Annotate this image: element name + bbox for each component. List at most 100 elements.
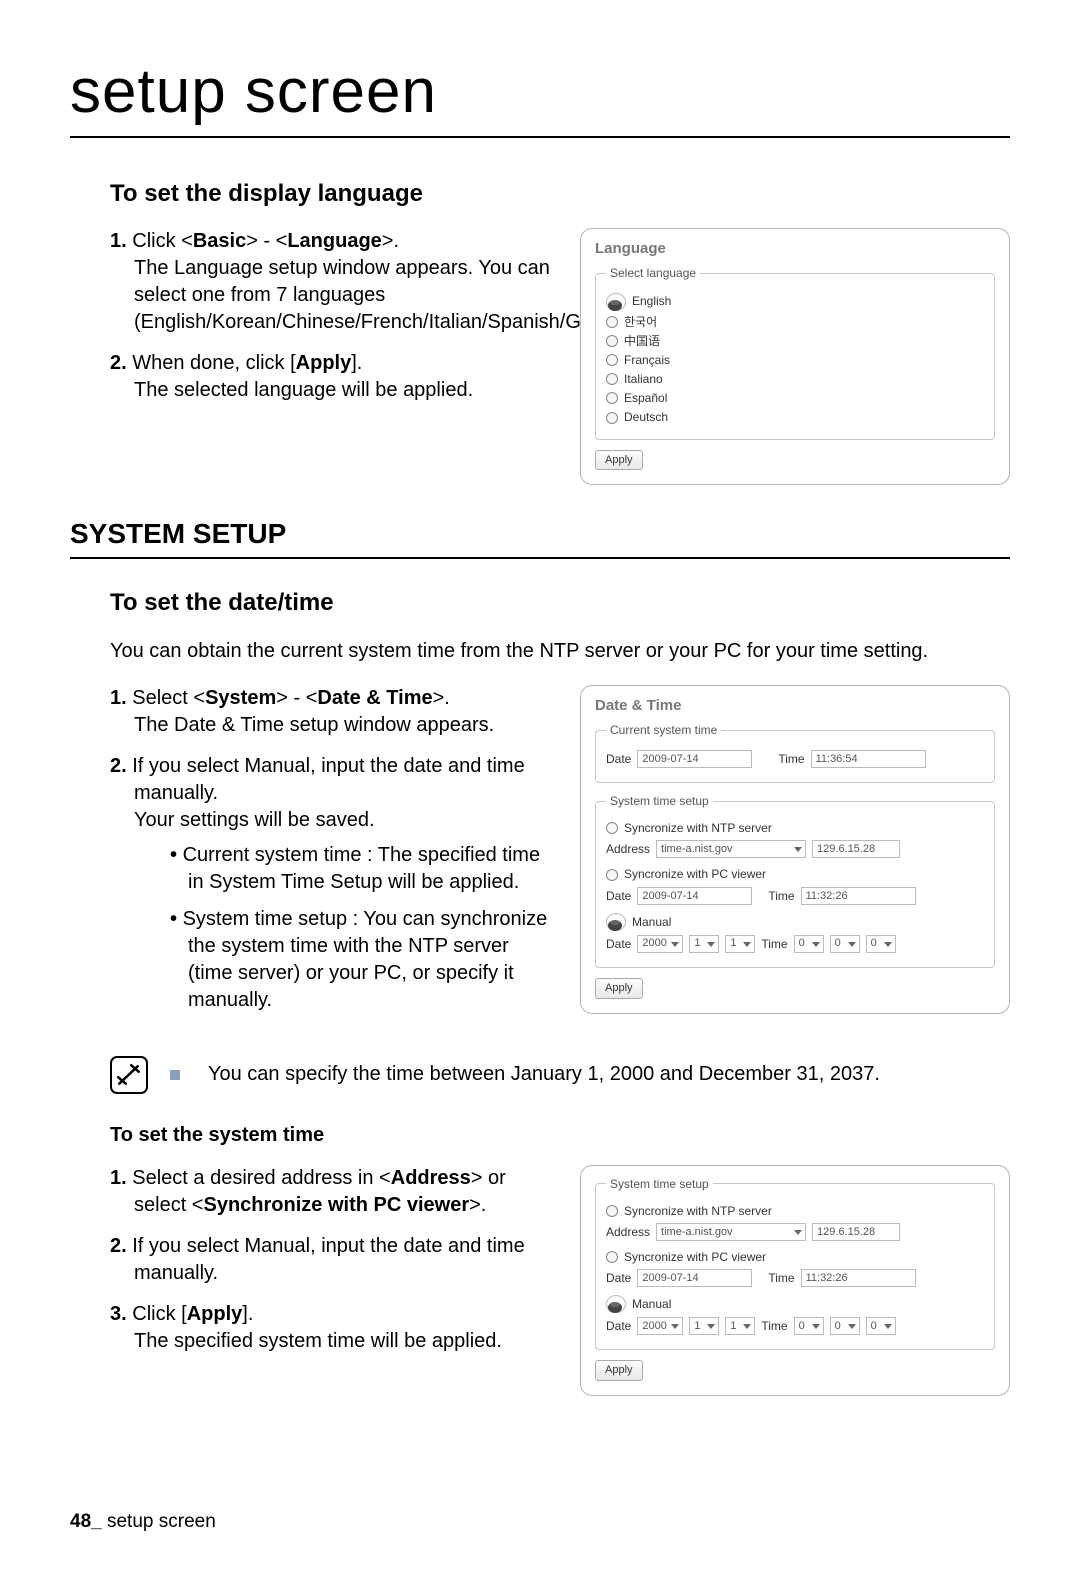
man-day-select-2[interactable]: 1	[725, 1317, 755, 1335]
man-year-select-2[interactable]: 2000	[637, 1317, 683, 1335]
language-fieldset: Select language English 한국어 中国语 Français Ita…	[595, 265, 995, 439]
pc-time-label-2: Time	[768, 1270, 794, 1286]
cur-time-input	[811, 750, 926, 768]
note-icon	[110, 1056, 148, 1094]
radio-icon	[606, 913, 626, 931]
pc-radio-row-2[interactable]: Syncronize with PC viewer	[606, 1249, 984, 1265]
man-sec-select-2[interactable]: 0	[866, 1317, 896, 1335]
ntp-radio-row-2[interactable]: Syncronize with NTP server	[606, 1203, 984, 1219]
language-option[interactable]: Español	[606, 390, 984, 406]
st-step-3: 3. Click [Apply]. The specified system t…	[110, 1301, 558, 1355]
language-option-label: Deutsch	[624, 409, 668, 425]
language-apply-button[interactable]: Apply	[595, 450, 643, 471]
lang-step-2: 2. When done, click [Apply]. The selecte…	[110, 350, 558, 404]
addr-select[interactable]: time-a.nist.gov	[656, 840, 806, 858]
sts-legend: System time setup	[606, 793, 713, 809]
man-min-select[interactable]: 0	[830, 935, 860, 953]
pc-time-input-2	[801, 1269, 916, 1287]
addr-label: Address	[606, 841, 650, 857]
manual-radio-row[interactable]: Manual	[606, 913, 984, 931]
heading-display-language: To set the display language	[110, 178, 1010, 210]
page-title: setup screen	[70, 50, 1010, 138]
systime-fieldset: System time setup Syncronize with NTP se…	[595, 1176, 995, 1351]
man-time-label-2: Time	[761, 1318, 787, 1334]
systime-panel: System time setup Syncronize with NTP se…	[580, 1165, 1010, 1396]
language-option[interactable]: 中国语	[606, 333, 984, 349]
note-text: You can specify the time between January…	[208, 1061, 880, 1088]
radio-icon	[606, 392, 618, 404]
man-time-label: Time	[761, 936, 787, 952]
pc-date-label-2: Date	[606, 1270, 631, 1286]
dt-step-2: 2. If you select Manual, input the date …	[110, 753, 558, 1014]
radio-icon	[606, 1295, 626, 1313]
language-option-label: Italiano	[624, 371, 663, 387]
language-option-label: English	[632, 293, 671, 309]
man-day-select[interactable]: 1	[725, 935, 755, 953]
pc-date-input-2	[637, 1269, 752, 1287]
language-option[interactable]: Italiano	[606, 371, 984, 387]
dt-bullet-2: System time setup : You can synchronize …	[170, 906, 558, 1014]
datetime-panel-title: Date & Time	[595, 696, 995, 716]
current-time-legend: Current system time	[606, 722, 721, 738]
datetime-intro: You can obtain the current system time f…	[110, 638, 1010, 665]
datetime-panel: Date & Time Current system time Date Tim…	[580, 685, 1010, 1014]
radio-icon	[606, 1251, 618, 1263]
heading-system-time: To set the system time	[110, 1122, 1010, 1149]
language-option[interactable]: English	[606, 293, 984, 311]
radio-icon	[606, 354, 618, 366]
language-option[interactable]: Français	[606, 352, 984, 368]
language-option-label: Español	[624, 390, 667, 406]
language-legend: Select language	[606, 265, 700, 281]
pc-time-input	[801, 887, 916, 905]
heading-date-time: To set the date/time	[110, 587, 1010, 619]
language-option-label: 한국어	[624, 314, 657, 330]
ntp-radio-row[interactable]: Syncronize with NTP server	[606, 820, 984, 836]
radio-icon	[606, 373, 618, 385]
addr-select-2[interactable]: time-a.nist.gov	[656, 1223, 806, 1241]
page-footer: 48_ setup screen	[70, 1509, 216, 1535]
man-hour-select[interactable]: 0	[794, 935, 824, 953]
man-month-select-2[interactable]: 1	[689, 1317, 719, 1335]
pc-date-input	[637, 887, 752, 905]
radio-icon	[606, 1205, 618, 1217]
radio-icon	[606, 822, 618, 834]
cur-time-label: Time	[778, 751, 804, 767]
radio-icon	[606, 335, 618, 347]
radio-icon	[606, 869, 618, 881]
man-year-select[interactable]: 2000	[637, 935, 683, 953]
heading-system-setup: SYSTEM SETUP	[70, 515, 1010, 559]
language-option-label: Français	[624, 352, 670, 368]
pc-radio-row[interactable]: Syncronize with PC viewer	[606, 866, 984, 882]
language-panel-title: Language	[595, 239, 995, 259]
language-option[interactable]: Deutsch	[606, 409, 984, 425]
addr-ip-input	[812, 840, 900, 858]
man-min-select-2[interactable]: 0	[830, 1317, 860, 1335]
cur-date-label: Date	[606, 751, 631, 767]
language-option[interactable]: 한국어	[606, 314, 984, 330]
lang-step-1: 1. Click <Basic> - <Language>. The Langu…	[110, 228, 558, 336]
cur-date-input	[637, 750, 752, 768]
dt-step-1: 1. Select <System> - <Date & Time>. The …	[110, 685, 558, 739]
language-option-label: 中国语	[624, 333, 660, 349]
pc-date-label: Date	[606, 888, 631, 904]
radio-icon	[606, 316, 618, 328]
systime-legend: System time setup	[606, 1176, 713, 1192]
datetime-apply-button[interactable]: Apply	[595, 978, 643, 999]
man-date-label-2: Date	[606, 1318, 631, 1334]
systime-apply-button[interactable]: Apply	[595, 1360, 643, 1381]
st-step-2: 2. If you select Manual, input the date …	[110, 1233, 558, 1287]
current-time-fieldset: Current system time Date Time	[595, 722, 995, 783]
manual-radio-row-2[interactable]: Manual	[606, 1295, 984, 1313]
addr-ip-input-2	[812, 1223, 900, 1241]
man-sec-select[interactable]: 0	[866, 935, 896, 953]
man-month-select[interactable]: 1	[689, 935, 719, 953]
note-bullet-icon	[170, 1070, 180, 1080]
system-time-setup-fieldset: System time setup Syncronize with NTP se…	[595, 793, 995, 968]
dt-bullet-1: Current system time : The specified time…	[170, 842, 558, 896]
man-hour-select-2[interactable]: 0	[794, 1317, 824, 1335]
st-step-1: 1. Select a desired address in <Address>…	[110, 1165, 558, 1219]
pc-time-label: Time	[768, 888, 794, 904]
language-panel: Language Select language English 한국어 中国语 Fr…	[580, 228, 1010, 485]
radio-icon	[606, 412, 618, 424]
man-date-label: Date	[606, 936, 631, 952]
